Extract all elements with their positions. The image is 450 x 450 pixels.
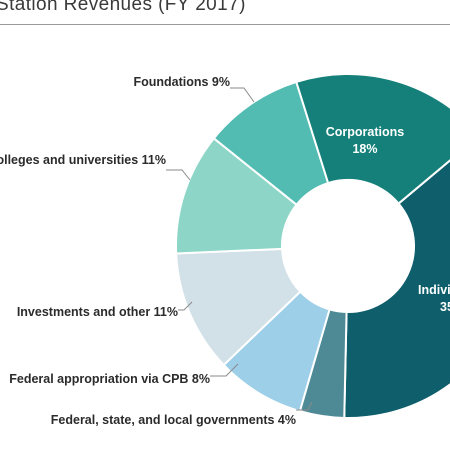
leader-line-federal-appropriation-via-cpb (210, 363, 239, 377)
slice-label-investments-and-other: Investments and other 11% (17, 305, 178, 319)
leader-line-foundations (230, 87, 255, 103)
title-divider (0, 24, 450, 25)
slice-label-colleges-and-universities: Colleges and universities 11% (0, 153, 166, 167)
leader-line-federal-state-and-local-governments (296, 401, 313, 411)
slice-label-individuals: Individuals35% (418, 283, 450, 314)
leader-line-investments-and-other (178, 301, 193, 311)
slice-label-federal-appropriation-via-cpb: Federal appropriation via CPB 8% (9, 372, 210, 386)
slice-label-foundations: Foundations 9% (133, 75, 230, 89)
slice-label-federal-state-and-local-governments: Federal, state, and local governments 4% (51, 413, 296, 427)
chart-title: Station Revenues (FY 2017) (0, 0, 246, 15)
slice-individuals (343, 159, 450, 419)
slice-label-corporations: Corporations 18% (326, 125, 405, 156)
slice-corporations (295, 73, 450, 205)
leader-line-colleges-and-universities (166, 169, 191, 181)
